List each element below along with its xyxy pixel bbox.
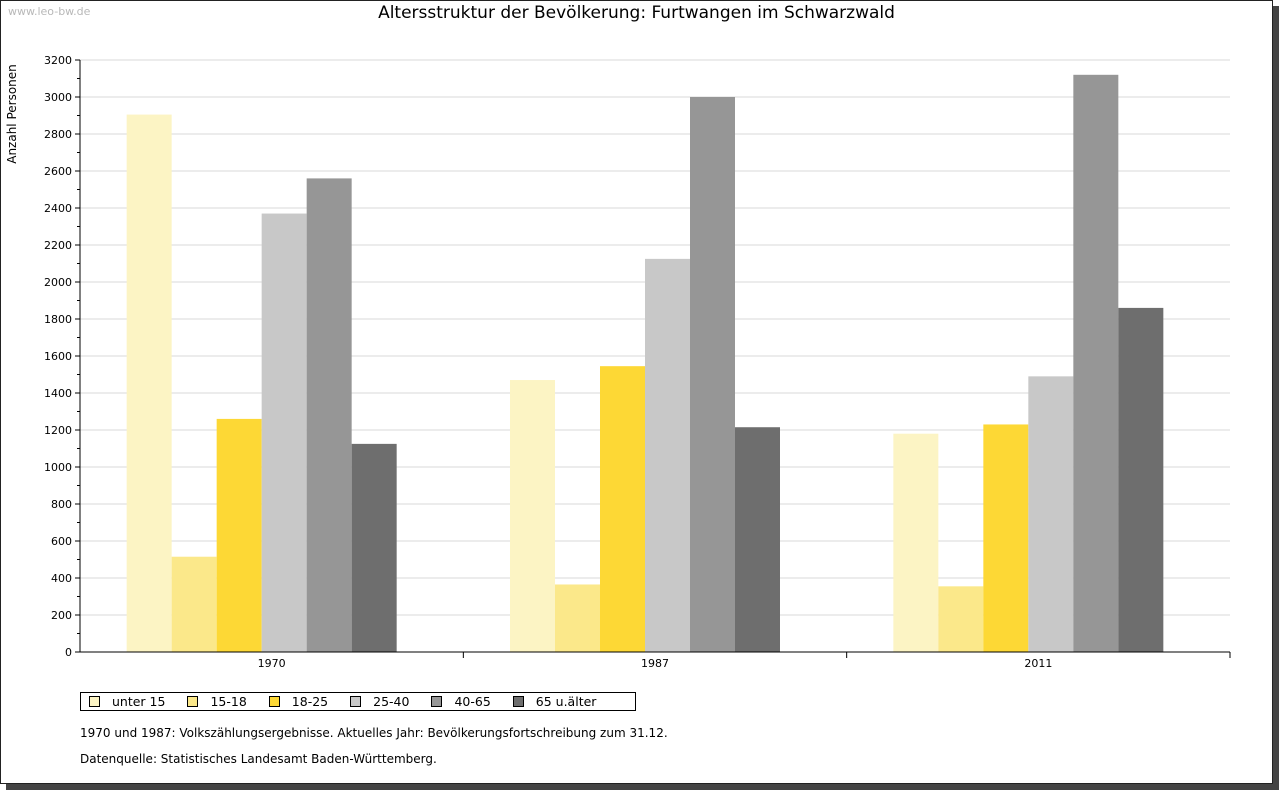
y-tick-label: 1400 xyxy=(44,387,72,400)
y-tick-label: 3000 xyxy=(44,91,72,104)
axes: 0 200 400 600 800 1000 1200 1400 1600 1800 2000 220… xyxy=(44,54,1231,670)
bar xyxy=(351,443,397,652)
bar-chart: 0 200 400 600 800 1000 1200 1400 1600 1800 2000 220… xyxy=(5,54,1231,670)
note-census: 1970 und 1987: Volkszählungsergebnisse. … xyxy=(80,726,668,740)
bar xyxy=(600,366,645,652)
legend-swatch xyxy=(512,696,524,707)
legend-swatch xyxy=(431,696,443,707)
legend-item: 18-25 xyxy=(268,694,329,709)
bar xyxy=(983,424,1029,652)
note-source: Datenquelle: Statistisches Landesamt Bad… xyxy=(80,752,437,766)
bar xyxy=(306,178,352,652)
bar xyxy=(510,380,555,652)
y-tick-label: 200 xyxy=(51,609,72,622)
bar xyxy=(690,97,735,652)
bar xyxy=(1073,74,1119,653)
legend-item: 25-40 xyxy=(350,694,409,709)
chart-title: Altersstruktur der Bevölkerung: Furtwang… xyxy=(378,3,895,23)
frame-shadow-right xyxy=(1273,6,1279,790)
y-tick-label: 600 xyxy=(51,535,72,548)
legend-label: 25-40 xyxy=(373,694,410,709)
y-tick-label: 800 xyxy=(51,498,72,511)
y-tick-label: 2200 xyxy=(44,239,72,252)
bar xyxy=(1118,307,1164,652)
bar xyxy=(735,427,780,652)
bar xyxy=(1028,376,1074,652)
x-tick-label: 1987 xyxy=(641,657,669,670)
y-tick-label: 2000 xyxy=(44,276,72,289)
y-tick-label: 400 xyxy=(51,572,72,585)
y-tick-label: 1800 xyxy=(44,313,72,326)
bar xyxy=(645,258,690,652)
legend-item: 40-65 xyxy=(431,694,491,709)
frame-shadow-bottom xyxy=(6,784,1279,790)
bar xyxy=(555,584,600,652)
bar xyxy=(893,433,939,652)
y-tick-label: 3200 xyxy=(44,54,72,67)
legend-label: 65 u.älter xyxy=(535,694,597,709)
legend-label: 15-18 xyxy=(210,694,247,709)
legend-label: 40-65 xyxy=(454,694,491,709)
y-tick-label: 2800 xyxy=(44,128,72,141)
bars xyxy=(126,74,1164,653)
bar xyxy=(938,586,984,652)
y-tick-label: 2400 xyxy=(44,202,72,215)
watermark: www.leo-bw.de xyxy=(8,5,91,18)
x-tick-label: 2011 xyxy=(1024,657,1052,670)
y-tick-label: 1600 xyxy=(44,350,72,363)
legend-swatch xyxy=(89,696,100,707)
legend: unter 15 15-18 18-25 25-40 40-65 65 u.älter xyxy=(80,692,636,711)
y-tick-label: 0 xyxy=(65,646,72,659)
y-tick-label: 2600 xyxy=(44,165,72,178)
x-tick-label: 1970 xyxy=(258,657,286,670)
legend-item: 65 u.älter xyxy=(512,694,597,709)
bar xyxy=(216,418,262,652)
legend-item: 15-18 xyxy=(187,694,247,709)
y-axis-label: Anzahl Personen xyxy=(5,64,19,164)
bar xyxy=(171,556,217,652)
y-tick-label: 1200 xyxy=(44,424,72,437)
legend-item: unter 15 xyxy=(89,694,165,709)
legend-label: unter 15 xyxy=(112,694,166,709)
y-tick-label: 1000 xyxy=(44,461,72,474)
legend-swatch xyxy=(268,696,280,707)
legend-swatch xyxy=(350,696,362,707)
legend-swatch xyxy=(187,696,199,707)
bar xyxy=(261,213,307,653)
bar xyxy=(126,114,172,652)
legend-label: 18-25 xyxy=(291,694,329,709)
